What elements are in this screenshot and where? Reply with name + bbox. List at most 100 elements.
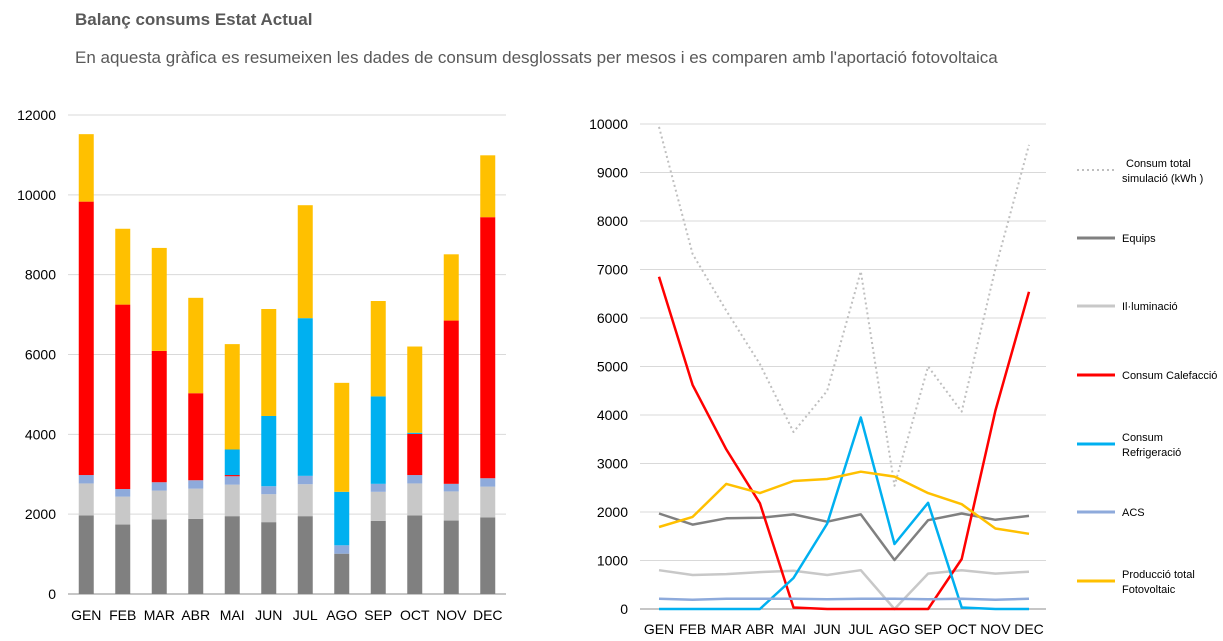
- page-title: Balanç consums Estat Actual: [75, 10, 313, 29]
- x-tick-label: SEP: [364, 607, 392, 623]
- series-line: [658, 597, 1030, 602]
- legend-label: Consum Refrigeració: [1122, 432, 1181, 459]
- x-tick-label: JUL: [293, 607, 318, 623]
- y-tick-label: 3000: [597, 456, 628, 472]
- bar-segment: [370, 520, 386, 594]
- bar-segment: [78, 483, 94, 516]
- bar-segment: [407, 483, 423, 516]
- series-line: [659, 416, 1029, 611]
- x-tick-label: MAR: [711, 621, 742, 637]
- bar-segment: [370, 483, 386, 492]
- legend-label: Consum Calefacció: [1122, 370, 1217, 382]
- x-tick-label: NOV: [980, 621, 1011, 637]
- y-tick-label: 6000: [25, 347, 56, 363]
- bar-segment: [407, 346, 423, 433]
- bar-segment: [370, 396, 386, 484]
- bar-segment: [151, 482, 167, 491]
- bar-segment: [261, 415, 277, 487]
- y-tick-label: 6000: [597, 310, 628, 326]
- bar-segment: [224, 476, 240, 485]
- bar-segment: [115, 304, 131, 490]
- x-tick-label: FEB: [109, 607, 136, 623]
- x-tick-label: AGO: [326, 607, 357, 623]
- bar-segment: [480, 486, 496, 518]
- bar-segment: [443, 483, 459, 492]
- bar-segment: [151, 519, 167, 594]
- bar-segment: [443, 520, 459, 594]
- bar-segment: [443, 254, 459, 321]
- bar-segment: [224, 484, 240, 517]
- bar-segment: [261, 522, 277, 594]
- bar-segment: [297, 205, 313, 319]
- bar-segment: [297, 484, 313, 517]
- bar-segment: [297, 318, 313, 476]
- bar-segment: [480, 517, 496, 594]
- bar-segment: [188, 297, 204, 394]
- y-tick-label: 1000: [597, 553, 628, 569]
- y-tick-label: 4000: [25, 426, 56, 442]
- bar-segment: [334, 545, 350, 554]
- x-tick-label: GEN: [71, 607, 101, 623]
- y-tick-label: 7000: [597, 262, 628, 278]
- x-tick-label: OCT: [400, 607, 430, 623]
- bar-segment: [188, 518, 204, 594]
- bar-segment: [407, 475, 423, 484]
- x-tick-label: NOV: [436, 607, 467, 623]
- bar-segment: [224, 475, 240, 477]
- bar-segment: [224, 344, 240, 450]
- series-line: [658, 470, 1030, 536]
- x-tick-label: DEC: [473, 607, 503, 623]
- x-tick-label: AGO: [879, 621, 910, 637]
- bar-segment: [334, 553, 350, 594]
- bar-segment: [115, 496, 131, 525]
- bar-segment: [443, 320, 459, 484]
- bar-segment: [407, 432, 423, 434]
- series-line: [658, 568, 1030, 611]
- series-line: [657, 276, 1031, 611]
- page-subtitle: En aquesta gràfica es resumeixen les dad…: [75, 48, 998, 67]
- series-line: [658, 126, 1030, 487]
- y-tick-label: 8000: [25, 267, 56, 283]
- bar-segment: [78, 515, 94, 594]
- bar-segment: [334, 491, 350, 546]
- y-tick-label: 12000: [17, 107, 56, 123]
- bar-segment: [443, 491, 459, 521]
- y-tick-label: 5000: [597, 359, 628, 375]
- bar-segment: [115, 228, 131, 305]
- y-tick-label: 8000: [597, 213, 628, 229]
- y-tick-label: 0: [620, 601, 628, 617]
- x-tick-label: JUN: [814, 621, 841, 637]
- y-tick-label: 10000: [589, 116, 628, 132]
- bar-segment: [151, 490, 167, 520]
- x-tick-label: ABR: [181, 607, 210, 623]
- x-tick-label: DEC: [1014, 621, 1044, 637]
- x-tick-label: OCT: [947, 621, 977, 637]
- series-line: [658, 512, 1030, 562]
- bar-segment: [115, 489, 131, 497]
- bar-segment: [334, 382, 350, 492]
- bar-segment: [78, 201, 94, 476]
- y-tick-label: 10000: [17, 187, 56, 203]
- legend-label: Il·luminació: [1122, 301, 1178, 313]
- x-tick-label: ABR: [746, 621, 775, 637]
- bar-segment: [78, 134, 94, 202]
- bar-segment: [151, 350, 167, 483]
- bar-segment: [297, 516, 313, 594]
- bar-segment: [151, 247, 167, 351]
- bar-segment: [224, 516, 240, 594]
- y-tick-label: 4000: [597, 407, 628, 423]
- bar-segment: [407, 515, 423, 594]
- bar-segment: [370, 301, 386, 397]
- bar-segment: [115, 524, 131, 594]
- bar-segment: [407, 433, 423, 476]
- bar-segment: [480, 217, 496, 479]
- bar-segment: [224, 449, 240, 476]
- bar-segment: [188, 393, 204, 481]
- x-tick-label: SEP: [914, 621, 942, 637]
- y-tick-label: 2000: [597, 504, 628, 520]
- bar-segment: [480, 155, 496, 218]
- x-tick-label: JUL: [848, 621, 873, 637]
- bar-segment: [261, 494, 277, 523]
